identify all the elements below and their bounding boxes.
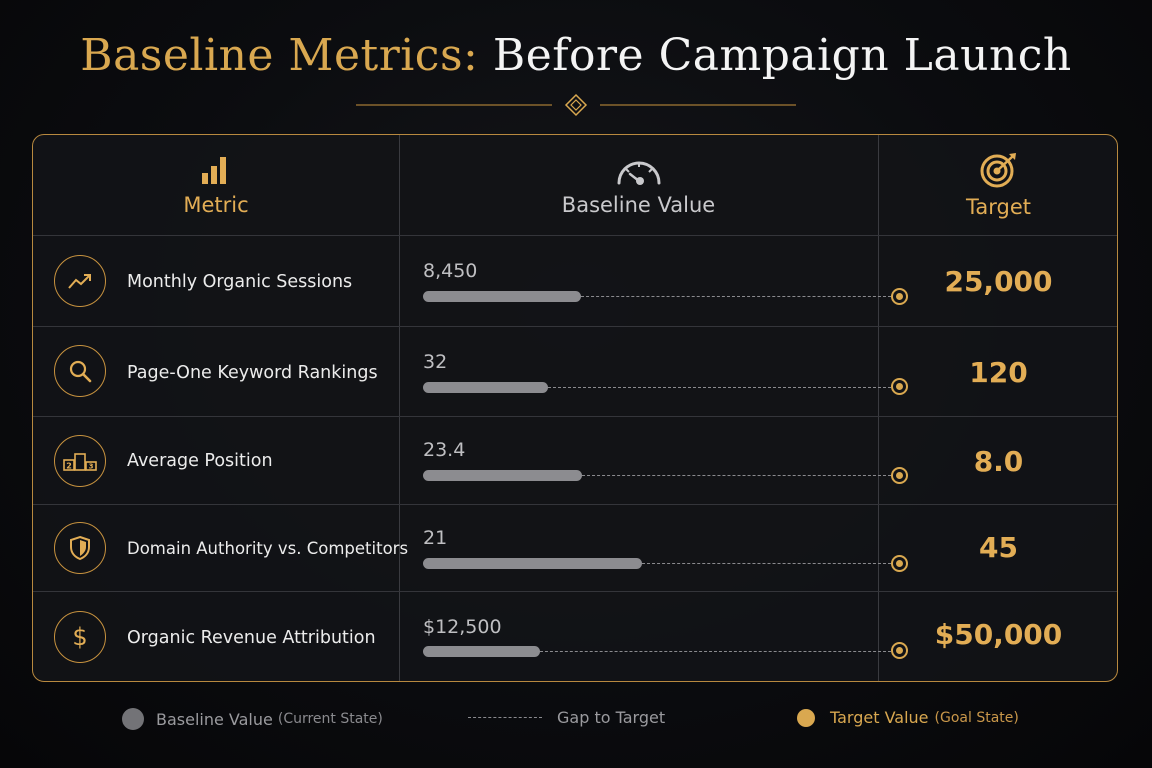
header-metric-label: Metric	[183, 193, 249, 217]
target-value: 120	[969, 356, 1028, 389]
metric-name: Page-One Keyword Rankings	[127, 363, 378, 383]
title-highlight: Baseline Metrics:	[80, 30, 479, 81]
svg-text:$: $	[72, 623, 87, 651]
legend-baseline: Baseline Value (Current State)	[122, 708, 383, 730]
baseline-bar	[423, 291, 581, 302]
magnifier-icon	[54, 345, 106, 397]
table-row: Monthly Organic Sessions 8,450 25,000	[33, 235, 1117, 326]
metric-name: Domain Authority vs. Competitors	[127, 539, 409, 558]
gap-line	[582, 475, 891, 476]
bar-chart-icon	[202, 157, 226, 184]
row-divider	[33, 416, 1117, 417]
target-value: $50,000	[934, 618, 1063, 651]
legend-target-swatch	[797, 708, 815, 727]
svg-text:3: 3	[89, 463, 94, 471]
target-marker	[891, 288, 908, 305]
header-baseline: Baseline Value	[399, 135, 878, 235]
gap-line	[540, 651, 891, 652]
header-baseline-label: Baseline Value	[561, 193, 716, 217]
legend-target-sub: (Goal State)	[934, 709, 1019, 726]
legend-baseline-label: Baseline Value	[156, 709, 273, 729]
legend-gap-label: Gap to Target	[557, 708, 666, 727]
shield-icon	[54, 522, 106, 574]
target-marker	[891, 467, 908, 484]
gauge-icon	[617, 161, 660, 185]
podium-icon: 2 3	[54, 435, 106, 487]
svg-text:2: 2	[66, 462, 72, 471]
header-metric: Metric	[33, 135, 399, 235]
target-icon	[980, 153, 1016, 188]
legend-target: Target Value (Goal State)	[797, 708, 1019, 727]
row-divider	[33, 591, 1117, 592]
target-marker	[891, 642, 908, 659]
metric-name: Average Position	[127, 451, 273, 471]
table-row: Page-One Keyword Rankings 32 120	[33, 326, 1117, 416]
metric-name: Monthly Organic Sessions	[127, 272, 353, 292]
dollar-icon: $	[54, 611, 106, 663]
legend-baseline-sub: (Current State)	[277, 711, 383, 727]
baseline-bar	[423, 558, 642, 569]
title-rest: Before Campaign Launch	[492, 30, 1072, 81]
legend-target-label: Target Value	[830, 708, 929, 727]
page-title: Baseline Metrics: Before Campaign Launch	[0, 30, 1152, 81]
target-value: 8.0	[973, 445, 1024, 478]
column-divider	[878, 135, 879, 681]
table-row: Domain Authority vs. Competitors 21 45	[33, 504, 1117, 591]
baseline-value: 21	[423, 527, 448, 549]
gap-line	[642, 563, 891, 564]
row-divider	[33, 326, 1117, 327]
baseline-bar	[423, 646, 540, 657]
header-target-label: Target	[966, 195, 1031, 219]
gap-line	[581, 296, 891, 297]
title-divider	[356, 93, 796, 117]
trending-up-icon	[54, 255, 106, 307]
target-marker	[891, 378, 908, 395]
baseline-value: 8,450	[423, 260, 478, 282]
metrics-table: Metric Baseline Value Target Monthly Org…	[32, 134, 1118, 682]
baseline-bar	[423, 382, 548, 393]
column-divider	[399, 135, 400, 681]
baseline-bar	[423, 470, 582, 481]
header-divider	[33, 235, 1117, 236]
header-target: Target	[878, 135, 1117, 235]
legend: Baseline Value (Current State) Gap to Ta…	[0, 708, 1152, 734]
legend-gap: Gap to Target	[468, 708, 665, 727]
metric-name: Organic Revenue Attribution	[127, 628, 376, 648]
target-value: 45	[979, 531, 1018, 564]
table-row: 2 3 Average Position 23.4 8.0	[33, 416, 1117, 504]
target-marker	[891, 555, 908, 572]
table-row: $ Organic Revenue Attribution $12,500 $5…	[33, 591, 1117, 681]
gap-line	[548, 387, 891, 388]
legend-gap-swatch	[468, 717, 542, 718]
row-divider	[33, 504, 1117, 505]
target-value: 25,000	[944, 265, 1053, 298]
baseline-value: 23.4	[423, 439, 466, 461]
baseline-value: $12,500	[423, 616, 502, 638]
baseline-value: 32	[423, 351, 448, 373]
legend-baseline-swatch	[122, 708, 144, 730]
